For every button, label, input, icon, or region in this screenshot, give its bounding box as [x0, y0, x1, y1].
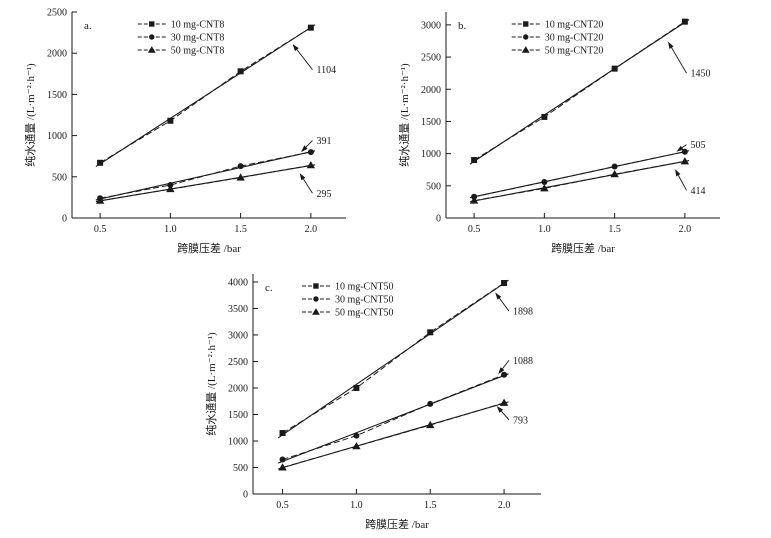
svg-text:2000: 2000	[228, 383, 248, 394]
svg-text:1.5: 1.5	[234, 224, 247, 235]
svg-text:1000: 1000	[228, 436, 248, 447]
svg-text:0: 0	[62, 214, 67, 225]
svg-text:2000: 2000	[421, 85, 441, 96]
svg-text:391: 391	[316, 136, 331, 147]
chart-panel-c: 0 500 1000 1500 2000 2500 3000 3500 4000 0.5 1.0 1.…	[203, 268, 565, 534]
svg-text:500: 500	[426, 181, 441, 192]
svg-text:10 mg-CNT50: 10 mg-CNT50	[335, 282, 394, 293]
svg-text:50 mg-CNT20: 50 mg-CNT20	[545, 46, 604, 57]
svg-text:505: 505	[690, 140, 705, 151]
svg-text:500: 500	[52, 172, 67, 183]
svg-text:a.: a.	[84, 20, 92, 32]
svg-text:0: 0	[436, 214, 441, 225]
svg-text:3000: 3000	[228, 330, 248, 341]
chart-panel-b: 0 500 1000 1500 2000 2500 3000 0.5 1.0 1.5 2.0 跨膜压差…	[396, 6, 744, 258]
svg-text:纯水通量 /(L·m⁻²·h⁻¹): 纯水通量 /(L·m⁻²·h⁻¹)	[24, 63, 37, 167]
svg-text:2.0: 2.0	[679, 224, 692, 235]
svg-text:500: 500	[233, 463, 248, 474]
svg-text:b.: b.	[458, 20, 467, 32]
chart-c-svg: 0 500 1000 1500 2000 2500 3000 3500 4000 0.5 1.0 1.…	[205, 274, 541, 531]
svg-text:2500: 2500	[421, 53, 441, 64]
svg-text:414: 414	[690, 186, 705, 197]
svg-text:30 mg-CNT50: 30 mg-CNT50	[335, 295, 394, 306]
svg-text:50 mg-CNT8: 50 mg-CNT8	[171, 46, 225, 57]
svg-text:10 mg-CNT20: 10 mg-CNT20	[545, 20, 604, 31]
svg-text:2000: 2000	[47, 49, 67, 60]
svg-text:1500: 1500	[228, 410, 248, 421]
svg-text:1000: 1000	[47, 131, 67, 142]
chart-b-svg: 0 500 1000 1500 2000 2500 3000 0.5 1.0 1.5 2.0 跨膜压差…	[398, 12, 720, 255]
svg-text:1104: 1104	[316, 65, 336, 76]
svg-text:30 mg-CNT8: 30 mg-CNT8	[171, 33, 225, 44]
svg-text:纯水通量 /(L·m⁻²·h⁻¹): 纯水通量 /(L·m⁻²·h⁻¹)	[398, 63, 411, 167]
svg-text:1000: 1000	[421, 149, 441, 160]
svg-text:c.: c.	[265, 282, 273, 294]
svg-text:3500: 3500	[228, 304, 248, 315]
svg-text:2500: 2500	[228, 357, 248, 368]
chart-a-svg: 0 500 1000 1500 2000 2500 0.5 1.0 1.5 2.0 跨膜压差 /ba…	[24, 8, 346, 255]
svg-text:1.0: 1.0	[350, 500, 363, 511]
svg-text:295: 295	[316, 189, 331, 200]
svg-text:1088: 1088	[513, 356, 533, 367]
svg-text:2500: 2500	[47, 8, 67, 19]
svg-text:4000: 4000	[228, 277, 248, 288]
svg-text:0.5: 0.5	[276, 500, 289, 511]
svg-text:1500: 1500	[47, 90, 67, 101]
svg-text:10 mg-CNT8: 10 mg-CNT8	[171, 20, 225, 31]
svg-text:793: 793	[513, 415, 528, 426]
chart-panel-a: 0 500 1000 1500 2000 2500 0.5 1.0 1.5 2.0 跨膜压差 /ba…	[22, 6, 370, 258]
svg-text:3000: 3000	[421, 20, 441, 31]
svg-text:1.5: 1.5	[424, 500, 437, 511]
svg-text:0.5: 0.5	[468, 224, 481, 235]
svg-text:0: 0	[243, 490, 248, 501]
svg-text:1.5: 1.5	[608, 224, 621, 235]
svg-text:30 mg-CNT20: 30 mg-CNT20	[545, 33, 604, 44]
svg-text:2.0: 2.0	[305, 224, 318, 235]
svg-text:纯水通量 /(L·m⁻²·h⁻¹): 纯水通量 /(L·m⁻²·h⁻¹)	[205, 332, 218, 436]
svg-text:跨膜压差 /bar: 跨膜压差 /bar	[551, 241, 615, 255]
svg-text:跨膜压差 /bar: 跨膜压差 /bar	[177, 241, 241, 255]
svg-text:1450: 1450	[690, 69, 710, 80]
svg-text:1.0: 1.0	[164, 224, 177, 235]
svg-text:跨膜压差 /bar: 跨膜压差 /bar	[365, 517, 429, 531]
svg-text:1898: 1898	[513, 307, 533, 318]
svg-text:1.0: 1.0	[538, 224, 551, 235]
svg-text:0.5: 0.5	[94, 224, 107, 235]
svg-text:2.0: 2.0	[498, 500, 511, 511]
svg-text:50 mg-CNT50: 50 mg-CNT50	[335, 308, 394, 319]
svg-text:1500: 1500	[421, 117, 441, 128]
